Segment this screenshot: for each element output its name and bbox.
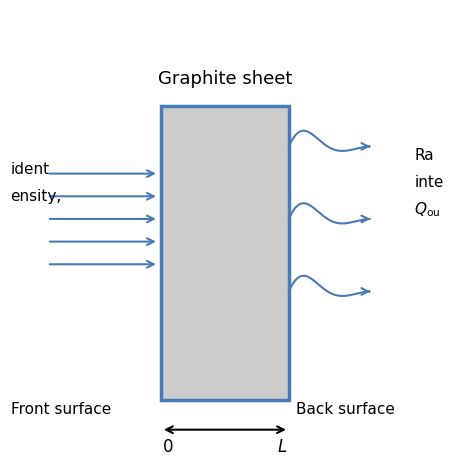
Text: ident: ident (11, 162, 50, 177)
Text: Graphite sheet: Graphite sheet (158, 69, 292, 88)
Text: Back surface: Back surface (296, 402, 395, 417)
Text: inte: inte (414, 175, 444, 190)
Text: $L$: $L$ (277, 438, 287, 456)
Text: ensity,: ensity, (11, 189, 62, 204)
Bar (161, 106, 289, 400)
Text: $Q_\mathregular{ou}$: $Q_\mathregular{ou}$ (414, 201, 441, 219)
Text: 0: 0 (162, 438, 173, 456)
Text: Ra: Ra (414, 148, 434, 163)
Text: Front surface: Front surface (11, 402, 111, 417)
